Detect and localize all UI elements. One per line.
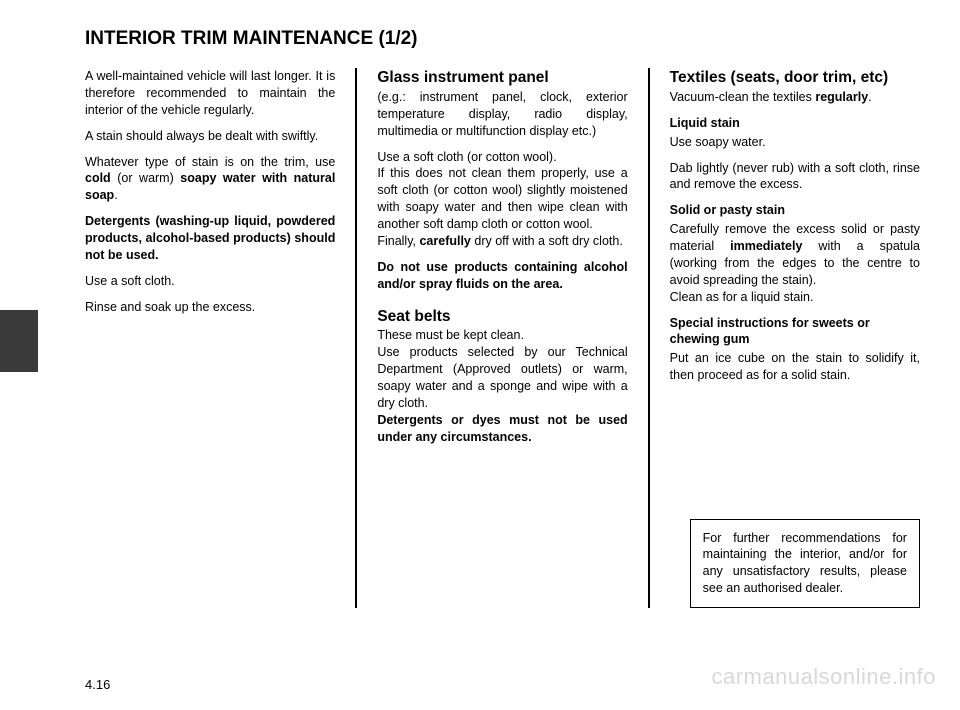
text: dry off with a soft dry cloth. [471,234,623,248]
paragraph: Rinse and soak up the excess. [85,299,335,316]
text-bold: Detergents or dyes must not be used unde… [377,413,627,444]
text: Use a soft cloth (or cotton wool). [377,150,556,164]
text: Clean as for a liquid stain. [670,290,814,304]
text: Finally, [377,234,419,248]
paragraph: A well-maintained vehicle will last long… [85,68,335,119]
text-bold: regularly [815,90,868,104]
paragraph: These must be kept clean. Use products s… [377,327,627,445]
paragraph: Dab lightly (never rub) with a soft clot… [670,160,920,194]
text: Whatever type of stain is on the trim, u… [85,155,335,169]
page-title: INTERIOR TRIM MAINTENANCE [85,28,378,49]
paragraph: Vacuum-clean the textiles regularly. [670,89,920,106]
text-bold: carefully [419,234,470,248]
paragraph: Whatever type of stain is on the trim, u… [85,154,335,205]
text-bold: cold [85,171,111,185]
page-title-row: INTERIOR TRIM MAINTENANCE (1/2) [85,28,920,50]
sub-heading: Special instructions for sweets or chewi… [670,315,920,349]
column-2: Glass instrument panel (e.g.: instrument… [357,68,649,608]
text-bold: Detergents (washing-up liquid, powdered … [85,214,335,262]
text: If this does not clean them properly, us… [377,166,627,231]
paragraph: Use a soft cloth. [85,273,335,290]
text: Use products selected by our Technical D… [377,345,627,410]
text: Vacuum-clean the textiles [670,90,816,104]
sub-heading: Liquid stain [670,115,920,132]
heading: Textiles (seats, door trim, etc) [670,68,920,89]
heading: Seat belts [377,307,627,328]
paragraph: Use a soft cloth (or cotton wool). If th… [377,149,627,250]
paragraph: Use soapy water. [670,134,920,151]
page-title-part: (1/2) [378,28,417,49]
columns-container: A well-maintained vehicle will last long… [85,68,920,608]
note-box: For further recommendations for maintain… [690,519,920,609]
paragraph: A stain should always be dealt with swif… [85,128,335,145]
text: (or warm) [111,171,181,185]
text-bold: immediately [730,239,802,253]
paragraph: Carefully remove the excess solid or pas… [670,221,920,305]
document-page: INTERIOR TRIM MAINTENANCE (1/2) A well-m… [0,0,960,710]
column-3: Textiles (seats, door trim, etc) Vacuum-… [650,68,920,608]
text-bold: Do not use products containing alcohol a… [377,260,627,291]
paragraph: Do not use products containing alcohol a… [377,259,627,293]
page-number: 4.16 [85,677,110,692]
text: . [868,90,871,104]
heading: Glass instrument panel [377,68,627,89]
paragraph: Put an ice cube on the stain to solidify… [670,350,920,384]
note-text: For further recommendations for maintain… [703,531,907,596]
text: These must be kept clean. [377,328,524,342]
watermark: carmanualsonline.info [711,664,936,690]
paragraph: (e.g.: instrument panel, clock, exterior… [377,89,627,140]
column-3-inner: Textiles (seats, door trim, etc) Vacuum-… [670,68,920,608]
text: . [114,188,117,202]
sub-heading: Solid or pasty stain [670,202,920,219]
paragraph: Detergents (washing-up liquid, powdered … [85,213,335,264]
column-1: A well-maintained vehicle will last long… [85,68,357,608]
